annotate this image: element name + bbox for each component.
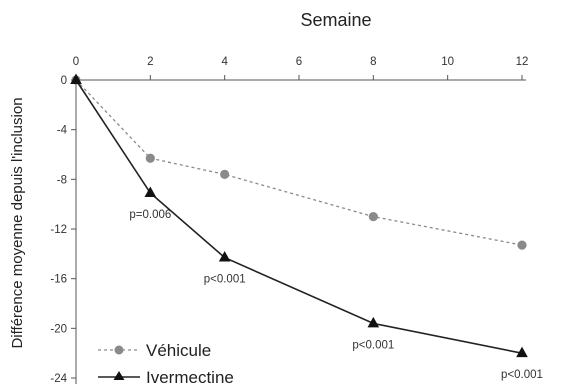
data-point-1 — [516, 346, 528, 358]
data-point-1 — [144, 186, 157, 197]
data-point-0 — [220, 169, 230, 179]
x-tick-label: 8 — [370, 56, 376, 68]
legend-marker-ivermectine — [113, 371, 125, 380]
series-layer — [70, 73, 528, 358]
p-value-label: p<0.001 — [501, 369, 543, 381]
x-tick-label: 12 — [516, 56, 529, 68]
x-tick-label: 10 — [441, 56, 454, 68]
data-point-1 — [218, 251, 231, 262]
x-tick-label: 6 — [296, 56, 302, 68]
data-point-0 — [145, 153, 155, 163]
p-value-label: p=0.006 — [129, 209, 171, 221]
axes: 0 2 4 6 8 10 12 0 -4 -8 -12 -16 -20 -24 — [50, 56, 528, 385]
data-point-1 — [70, 73, 82, 84]
legend-marker-vehicule — [114, 345, 124, 355]
y-tick-label: -8 — [57, 174, 67, 186]
y-tick-label: 0 — [61, 75, 67, 87]
data-point-1 — [367, 316, 380, 328]
y-tick-label: -4 — [57, 125, 68, 137]
y-axis-label: Différence moyenne depuis l'inclusion — [9, 97, 26, 348]
annotation-layer: p=0.006 p<0.001 p<0.001 p<0.001 — [129, 209, 543, 381]
y-tick-label: -24 — [50, 373, 67, 385]
data-point-0 — [517, 240, 527, 250]
legend-label-vehicule: Véhicule — [146, 341, 211, 360]
y-tick-label: -16 — [50, 274, 67, 286]
y-tick-label: -12 — [50, 224, 67, 236]
p-value-label: p<0.001 — [204, 274, 246, 286]
x-tick-label: 2 — [147, 56, 153, 68]
chart-title: Semaine — [300, 10, 371, 30]
legend-label-ivermectine: Ivermectine — [146, 368, 234, 385]
legend: Véhicule Ivermectine — [98, 341, 234, 385]
x-tick-label: 0 — [73, 56, 79, 68]
data-point-0 — [368, 211, 378, 222]
y-tick-label: -20 — [50, 323, 67, 335]
p-value-label: p<0.001 — [352, 339, 394, 351]
x-tick-label: 4 — [221, 56, 228, 68]
